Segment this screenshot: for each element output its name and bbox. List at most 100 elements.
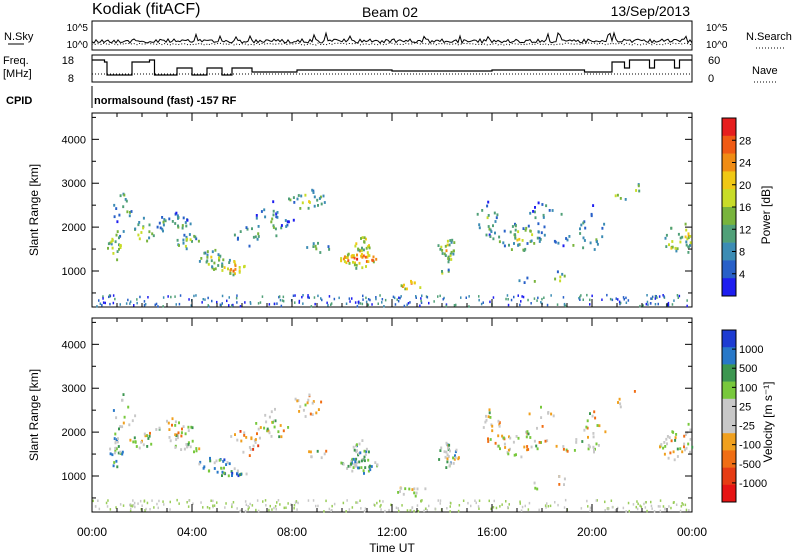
data-cell	[220, 303, 222, 307]
colorbar-segment	[722, 416, 736, 434]
data-cell	[606, 293, 608, 297]
data-cell	[492, 296, 495, 299]
colorbar-tick-label: 100	[739, 382, 757, 394]
data-cell	[356, 501, 359, 504]
data-cell	[354, 301, 357, 304]
data-cell	[496, 213, 499, 217]
data-cell	[592, 435, 595, 439]
data-cell	[191, 439, 194, 443]
data-cell	[114, 441, 117, 445]
data-cell	[293, 504, 296, 507]
data-cell	[374, 461, 377, 464]
data-cell	[194, 235, 197, 239]
data-cell	[450, 258, 453, 261]
data-cell	[665, 437, 668, 441]
data-cell	[656, 296, 658, 299]
data-cell	[304, 403, 307, 407]
data-cell	[175, 438, 178, 441]
data-cell	[541, 203, 544, 206]
data-cell	[200, 501, 202, 504]
data-cell	[351, 457, 354, 461]
data-cell	[364, 466, 367, 469]
data-cell	[437, 295, 439, 298]
data-cell	[99, 302, 102, 305]
data-cell	[514, 228, 517, 232]
data-cell	[383, 305, 385, 308]
data-cell	[349, 300, 351, 303]
data-cell	[182, 216, 185, 220]
colorbar-segment	[722, 347, 736, 365]
data-cell	[562, 445, 565, 448]
data-cell	[410, 281, 413, 284]
data-cell	[487, 437, 489, 441]
data-cell	[148, 236, 151, 240]
data-cell	[538, 236, 541, 240]
data-cell	[449, 254, 452, 258]
data-cell	[342, 501, 345, 505]
data-cell	[151, 499, 153, 502]
data-cell	[580, 223, 583, 227]
data-cell	[280, 304, 283, 308]
data-cell	[292, 294, 295, 297]
data-cell	[312, 245, 315, 248]
data-cell	[364, 453, 367, 456]
data-cell	[237, 236, 239, 240]
data-cell	[428, 301, 430, 305]
data-cell	[255, 214, 258, 217]
data-cell	[415, 491, 418, 495]
data-cell	[121, 452, 124, 456]
data-cell	[189, 238, 192, 242]
data-cell	[449, 462, 452, 466]
data-cell	[421, 499, 423, 502]
data-cell	[229, 269, 232, 272]
data-cell	[363, 510, 366, 513]
data-cell	[372, 259, 375, 262]
data-cell	[232, 273, 235, 277]
data-cell	[197, 239, 200, 243]
data-cell	[266, 429, 269, 433]
data-cell	[625, 510, 627, 513]
data-cell	[420, 301, 423, 304]
data-cell	[119, 303, 121, 306]
data-cell	[345, 261, 348, 265]
data-cell	[533, 439, 536, 443]
data-cell	[200, 257, 203, 260]
data-cell	[540, 301, 542, 304]
data-cell	[276, 211, 279, 214]
data-cell	[575, 441, 578, 444]
data-cell	[150, 442, 153, 446]
data-cell	[163, 503, 165, 506]
data-cell	[563, 506, 566, 509]
data-cell	[148, 223, 151, 227]
data-cell	[168, 436, 171, 439]
data-cell	[604, 509, 606, 512]
data-cell	[683, 434, 686, 438]
data-cell	[360, 466, 363, 469]
data-cell	[381, 298, 384, 301]
data-cell	[262, 500, 264, 503]
data-cell	[685, 240, 688, 244]
colorbar-tick-label: 25	[739, 401, 751, 413]
data-cell	[646, 509, 648, 513]
data-cell	[362, 294, 364, 298]
data-cell	[358, 261, 361, 265]
data-cell	[388, 508, 390, 512]
data-cell	[637, 502, 639, 506]
data-cell	[375, 297, 377, 301]
data-cell	[454, 456, 457, 460]
data-cell	[257, 302, 260, 305]
data-cell	[221, 269, 224, 272]
data-cell	[199, 460, 202, 464]
data-cell	[143, 303, 146, 307]
data-cell	[223, 471, 226, 475]
data-cell	[676, 455, 679, 458]
data-cell	[397, 507, 399, 510]
data-cell	[586, 499, 588, 503]
data-cell	[671, 303, 674, 306]
data-cell	[171, 417, 174, 421]
data-cell	[563, 483, 565, 486]
data-cell	[521, 505, 524, 509]
data-cell	[116, 230, 119, 233]
colorbar-segment	[722, 381, 736, 400]
data-cell	[134, 414, 137, 418]
